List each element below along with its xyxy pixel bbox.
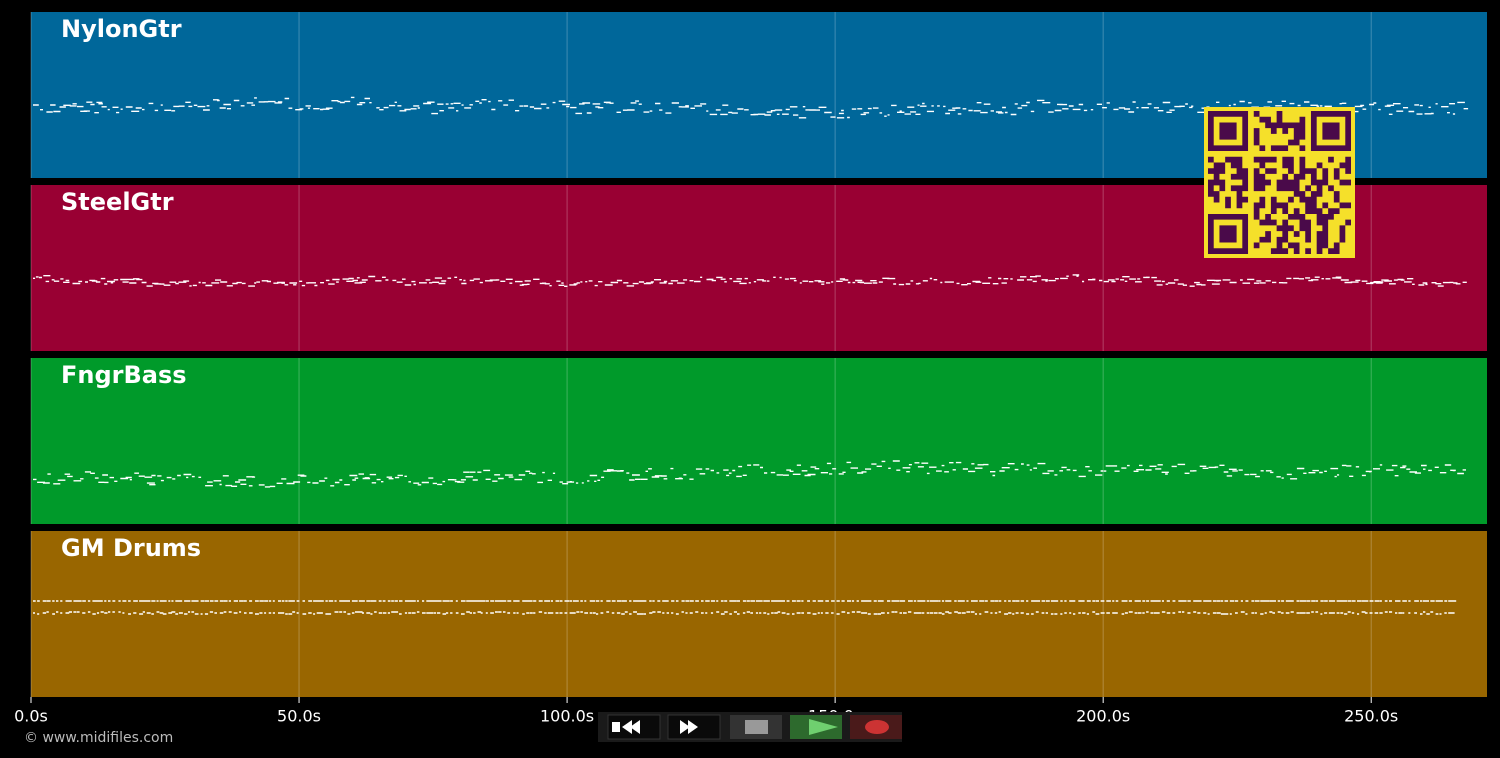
note-lane <box>33 96 1469 119</box>
stop-icon[interactable] <box>745 720 768 734</box>
record-icon[interactable] <box>865 720 889 734</box>
record-button[interactable] <box>850 715 902 739</box>
fast-forward-button[interactable] <box>667 714 721 740</box>
play-button[interactable] <box>790 715 842 739</box>
track-name: SteelGtr <box>61 188 174 216</box>
rewind-button[interactable] <box>607 714 661 740</box>
note-lane <box>33 274 1467 287</box>
copyright: © www.midifiles.com <box>24 730 173 746</box>
x-tick-label: 0.0s <box>14 707 48 726</box>
notes <box>33 600 1457 615</box>
track-name: NylonGtr <box>61 15 182 43</box>
x-tick-label: 200.0s <box>1076 707 1130 726</box>
x-tick-label: 100.0s <box>540 707 594 726</box>
play-icon[interactable] <box>809 719 838 735</box>
track-name: FngrBass <box>61 361 187 389</box>
transport-controls <box>598 712 902 742</box>
x-tick-label: 250.0s <box>1344 707 1398 726</box>
note-lane <box>33 600 1457 615</box>
notes <box>33 460 1466 488</box>
track-name: GM Drums <box>61 534 201 562</box>
stop-button[interactable] <box>730 715 782 739</box>
track-panel <box>31 531 1487 697</box>
notes <box>33 274 1467 287</box>
rewind-icon[interactable] <box>612 720 640 734</box>
fast-forward-icon[interactable] <box>680 720 698 734</box>
x-tick-label: 50.0s <box>277 707 321 726</box>
qr-code <box>1204 107 1355 258</box>
notes <box>33 96 1469 119</box>
track-panel <box>31 358 1487 524</box>
qr-modules <box>1208 111 1351 254</box>
note-lane <box>33 460 1466 488</box>
